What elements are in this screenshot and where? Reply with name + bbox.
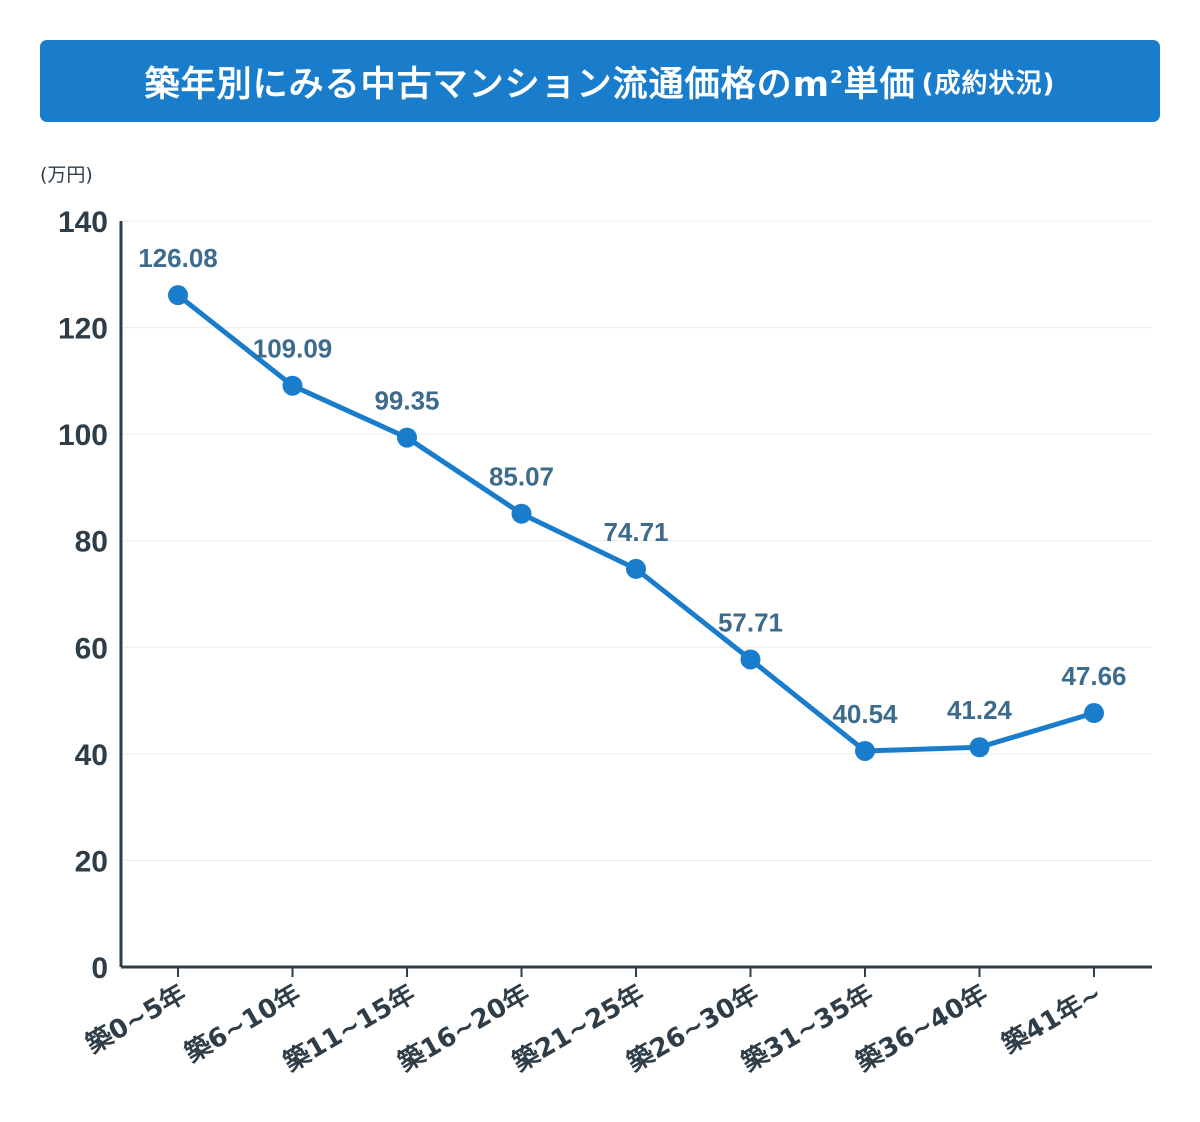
data-label: 99.35: [374, 386, 439, 416]
y-tick-label: 0: [91, 952, 108, 985]
data-point: [626, 558, 646, 579]
title-superscript: 2: [830, 66, 844, 88]
y-tick-label: 40: [75, 739, 108, 772]
y-tick-label: 100: [58, 419, 108, 452]
data-label: 74.71: [603, 517, 668, 547]
y-tick-label: 120: [58, 313, 108, 346]
data-point: [168, 285, 188, 306]
y-tick-label: 80: [75, 526, 108, 559]
data-point: [969, 737, 990, 758]
y-tick-label: 20: [75, 845, 108, 878]
data-point: [740, 649, 761, 670]
data-label: 85.07: [489, 462, 554, 492]
data-point: [397, 427, 417, 448]
data-label: 41.24: [947, 695, 1013, 725]
data-label: 40.54: [832, 699, 898, 729]
data-point: [282, 375, 303, 396]
chart-title: 築年別にみる中古マンション流通価格のm 2 単価 (成約状況): [40, 40, 1160, 122]
y-tick-label: 60: [75, 632, 108, 665]
data-point: [511, 503, 532, 524]
data-label: 47.66: [1061, 661, 1126, 691]
title-main: 築年別にみる中古マンション流通価格のm: [144, 64, 831, 105]
data-label: 126.08: [138, 243, 218, 273]
title-after: 単価: [843, 64, 916, 105]
y-axis-unit-label: (万円): [40, 164, 93, 186]
title-subtitle: (成約状況): [921, 68, 1056, 99]
data-point: [855, 740, 875, 761]
data-point: [1084, 703, 1104, 724]
y-tick-label: 140: [58, 206, 108, 239]
data-label: 57.71: [718, 607, 783, 637]
x-tick-label: 築0~5年: [80, 978, 192, 1060]
x-tick-label: 築41年~: [996, 978, 1108, 1060]
data-label: 109.09: [253, 334, 333, 364]
